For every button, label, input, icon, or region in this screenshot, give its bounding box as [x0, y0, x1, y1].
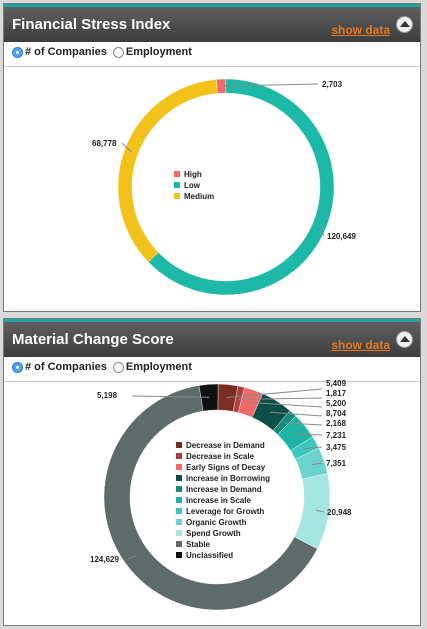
slice-spend-growth[interactable] — [294, 473, 331, 550]
legend-label-early-signs-of-decay[interactable]: Early Signs of Decay — [186, 463, 266, 472]
value-label-increase-in-demand: 2,168 — [326, 419, 347, 428]
leader-line — [316, 509, 325, 513]
value-label-leverage-for-growth: 3,475 — [326, 443, 347, 452]
legend-swatch-increase-in-demand — [176, 486, 182, 492]
radio-selected-icon — [12, 361, 23, 373]
leader-line — [284, 422, 323, 426]
value-label-increase-in-borrowing: 8,704 — [326, 409, 347, 418]
radio-label: # of Companies — [25, 361, 107, 373]
legend-label-medium[interactable]: Medium — [184, 192, 214, 201]
legend-swatch-decrease-in-demand — [176, 442, 182, 448]
show-data-link[interactable]: show data — [331, 338, 390, 352]
divider — [4, 381, 420, 382]
legend-swatch-stable — [176, 541, 182, 547]
value-label-high: 2,703 — [322, 80, 343, 89]
legend-swatch-decrease-in-scale — [176, 453, 182, 459]
legend-swatch-high — [174, 171, 180, 177]
show-data-link[interactable]: show data — [331, 23, 390, 37]
legend-label-decrease-in-scale[interactable]: Decrease in Scale — [186, 452, 255, 461]
leader-line — [311, 462, 323, 466]
leader-line — [121, 142, 132, 153]
leader-line — [226, 388, 323, 398]
collapse-up-icon[interactable] — [396, 16, 413, 33]
legend-label-increase-in-borrowing[interactable]: Increase in Borrowing — [186, 474, 270, 483]
legend-label-increase-in-scale[interactable]: Increase in Scale — [186, 496, 251, 505]
value-label-decrease-in-demand: 5,409 — [326, 379, 347, 388]
slice-stable[interactable] — [103, 385, 318, 611]
radio-companies[interactable]: # of Companies — [12, 46, 107, 58]
legend-swatch-organic-growth — [176, 519, 182, 525]
value-label-low: 120,649 — [327, 232, 356, 241]
legend-swatch-low — [174, 182, 180, 188]
legend-swatch-medium — [174, 193, 180, 199]
value-label-early-signs-of-decay: 5,200 — [326, 399, 347, 408]
metric-radio-group: # of Companies Employment — [12, 46, 198, 58]
radio-unselected-icon — [112, 46, 124, 58]
slice-low[interactable] — [148, 78, 335, 296]
radio-employment[interactable]: Employment — [112, 361, 192, 373]
radio-label: Employment — [125, 361, 192, 373]
legend-swatch-spend-growth — [176, 530, 182, 536]
legend-swatch-early-signs-of-decay — [176, 464, 182, 470]
financial-stress-donut: 2,703 120,649 68,778 High Low Medium — [92, 78, 356, 296]
radio-selected-icon — [12, 46, 23, 58]
legend-label-organic-growth[interactable]: Organic Growth — [186, 518, 247, 527]
value-label-medium: 68,778 — [92, 139, 117, 148]
value-label-spend-growth: 20,948 — [327, 508, 352, 517]
slice-medium[interactable] — [117, 79, 218, 263]
panel-header: Financial Stress Index show data — [4, 4, 420, 42]
leader-line — [269, 411, 323, 417]
value-label-organic-growth: 7,351 — [326, 459, 347, 468]
radio-employment[interactable]: Employment — [112, 46, 192, 58]
leader-line — [304, 446, 323, 450]
panel-header: Material Change Score show data — [4, 319, 420, 357]
legend-label-high[interactable]: High — [184, 170, 202, 179]
radio-label: Employment — [125, 46, 192, 58]
panel-title: Material Change Score — [12, 331, 174, 348]
legend-label-unclassified[interactable]: Unclassified — [186, 551, 233, 560]
legend-label-low[interactable]: Low — [184, 181, 201, 190]
legend-swatch-increase-in-borrowing — [176, 475, 182, 481]
legend-label-decrease-in-demand[interactable]: Decrease in Demand — [186, 441, 265, 450]
value-label-stable: 124,629 — [90, 555, 119, 564]
radio-label: # of Companies — [25, 46, 107, 58]
value-label-decrease-in-scale: 1,817 — [326, 389, 347, 398]
leader-line — [294, 433, 323, 436]
legend-swatch-increase-in-scale — [176, 497, 182, 503]
legend-label-stable[interactable]: Stable — [186, 540, 211, 549]
radio-companies[interactable]: # of Companies — [12, 361, 107, 373]
material-change-panel: Material Change Score show data # of Com… — [3, 318, 421, 626]
value-label-unclassified: 5,198 — [97, 391, 118, 400]
leader-line — [127, 555, 137, 560]
legend-swatch-unclassified — [176, 552, 182, 558]
leader-line — [221, 83, 319, 87]
leader-line — [249, 401, 323, 408]
panel-title: Financial Stress Index — [12, 16, 171, 33]
legend-label-leverage-for-growth[interactable]: Leverage for Growth — [186, 507, 264, 516]
metric-radio-group: # of Companies Employment — [12, 361, 198, 373]
legend-swatch-leverage-for-growth — [176, 508, 182, 514]
divider — [4, 66, 420, 67]
value-label-increase-in-scale: 7,231 — [326, 431, 347, 440]
legend-label-increase-in-demand[interactable]: Increase in Demand — [186, 485, 262, 494]
leader-line — [131, 395, 210, 398]
leader-line — [318, 226, 325, 237]
leader-line — [238, 397, 323, 400]
radio-unselected-icon — [112, 361, 124, 373]
financial-stress-panel: Financial Stress Index show data # of Co… — [3, 3, 421, 312]
collapse-up-icon[interactable] — [396, 331, 413, 348]
legend-label-spend-growth[interactable]: Spend Growth — [186, 529, 241, 538]
